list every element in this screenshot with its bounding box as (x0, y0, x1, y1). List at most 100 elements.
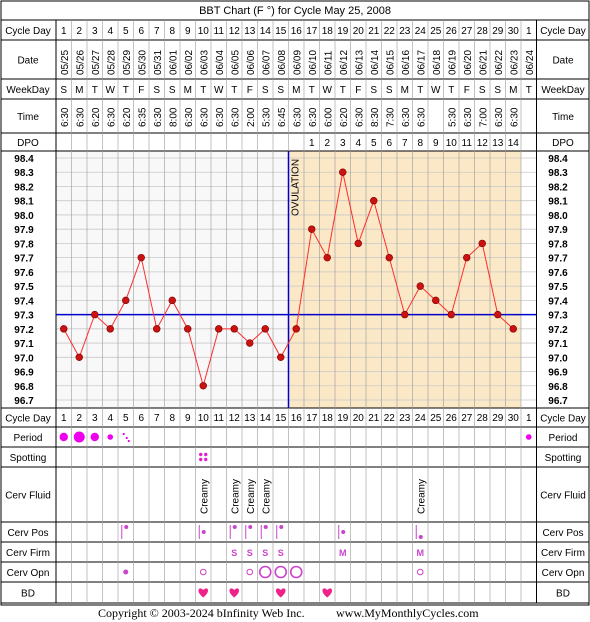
weekday-label: T (200, 85, 206, 96)
time-label: 6:30 (463, 107, 474, 127)
weekday-label: W (106, 85, 116, 96)
dpo-number: 13 (492, 138, 504, 149)
date-label: 06/16 (401, 50, 412, 75)
period-spot-marker (122, 432, 125, 436)
time-label: 6:30 (153, 107, 164, 127)
date-label: 06/03 (199, 50, 210, 75)
weekday-label: F (247, 85, 253, 96)
cycle-day-number: 7 (154, 413, 160, 424)
dpo-number: 9 (433, 138, 439, 149)
y-tick-right: 97.3 (548, 311, 568, 322)
cycle-day-number: 11 (214, 26, 225, 37)
y-tick-left: 98.0 (14, 211, 34, 222)
cerv-pos-marker (248, 525, 253, 529)
y-tick-left: 98.3 (14, 168, 34, 179)
spotting-marker (199, 457, 203, 462)
date-label: 05/26 (75, 50, 86, 75)
y-tick-left: 96.7 (14, 396, 34, 407)
weekday-label: F (464, 85, 470, 96)
temperature-point (432, 296, 440, 305)
y-tick-right: 97.9 (548, 225, 568, 236)
spotting-marker (204, 452, 208, 457)
weekday-label: S (153, 85, 160, 96)
ovulation-label: OVULATION (291, 159, 302, 216)
temperature-point (370, 197, 378, 205)
y-tick-right: 97.8 (548, 239, 568, 250)
period-spot-marker (125, 436, 128, 440)
temperature-point (199, 382, 207, 390)
date-label: 06/05 (230, 50, 241, 75)
cerv-pos-marker (341, 530, 346, 534)
period-marker (59, 432, 68, 442)
cycle-day-number: 30 (508, 413, 520, 424)
website-link[interactable]: www.MyMonthlyCycles.com (336, 606, 479, 620)
date-label: 06/19 (447, 50, 458, 75)
date-label: 06/20 (463, 50, 474, 75)
cycle-day-number: 28 (477, 413, 489, 424)
date-label: 06/24 (525, 50, 536, 75)
temperature-point (339, 168, 347, 176)
y-tick-right: 96.7 (548, 396, 568, 407)
cycle-day-number: 9 (185, 26, 191, 37)
temperature-point (91, 310, 99, 319)
cycle-day-number: 28 (477, 26, 489, 37)
time-label: 6:45 (277, 107, 288, 127)
bd-heart-icon (275, 588, 286, 598)
cycle-day-number: 24 (415, 413, 427, 424)
y-tick-left: 97.4 (14, 296, 34, 307)
time-label: 6:30 (230, 107, 241, 127)
cerv-opn-marker (258, 565, 272, 579)
row-label-left: DPO (17, 138, 39, 149)
cycle-day-number: 17 (306, 26, 318, 37)
weekday-label: T (123, 85, 129, 96)
cycle-day-number: 25 (430, 413, 442, 424)
cycle-day-number: 14 (260, 413, 272, 424)
dpo-number: 7 (402, 138, 408, 149)
cycle-day-number: 8 (169, 26, 175, 37)
weekday-label: T (340, 85, 346, 96)
y-tick-right: 97.0 (548, 353, 568, 364)
cycle-day-number: 3 (92, 26, 98, 37)
row-label-left: Cerv Firm (6, 548, 50, 559)
weekday-label: S (262, 85, 269, 96)
cycle-day-number: 22 (384, 26, 396, 37)
cycle-day-number: 29 (492, 413, 504, 424)
date-label: 06/11 (323, 50, 334, 75)
cycle-day-number: 27 (461, 413, 473, 424)
cerv-pos-marker (263, 525, 268, 529)
row-label-left: BD (21, 589, 35, 600)
row-label-right: Cerv Opn (542, 568, 585, 579)
cycle-day-number: 23 (399, 26, 411, 37)
time-label: 6:20 (91, 107, 102, 127)
row-label-left: Cerv Opn (7, 568, 50, 579)
cycle-day-number: 15 (275, 413, 287, 424)
dpo-number: 10 (446, 138, 458, 149)
cycle-day-number: 12 (229, 413, 241, 424)
date-label: 06/17 (416, 50, 427, 75)
time-label: 6:20 (339, 107, 350, 127)
cycle-day-number: 5 (123, 26, 129, 37)
weekday-label: W (323, 85, 333, 96)
weekday-label: M (184, 85, 192, 96)
cerv-opn-marker (246, 568, 254, 576)
dpo-number: 2 (324, 138, 330, 149)
y-tick-left: 97.8 (14, 239, 34, 250)
y-tick-left: 96.8 (14, 382, 34, 393)
cycle-day-number: 6 (138, 413, 144, 424)
cycle-day-number: 21 (368, 26, 380, 37)
spotting-marker (204, 457, 208, 462)
cycle-day-number: 11 (214, 413, 225, 424)
row-label-right: DPO (552, 138, 574, 149)
cerv-pos-marker (232, 525, 237, 529)
time-label: 6:30 (509, 107, 520, 127)
y-tick-left: 97.3 (14, 311, 34, 322)
cerv-firm-label: M (339, 548, 347, 558)
cycle-day-number: 3 (92, 413, 98, 424)
date-label: 06/01 (168, 50, 179, 75)
row-label-left: Spotting (10, 453, 47, 464)
y-tick-right: 97.1 (548, 339, 568, 350)
temperature-point (308, 225, 316, 233)
row-label-right: Period (549, 433, 578, 444)
y-tick-right: 98.0 (548, 211, 568, 222)
weekday-label: M (401, 85, 409, 96)
